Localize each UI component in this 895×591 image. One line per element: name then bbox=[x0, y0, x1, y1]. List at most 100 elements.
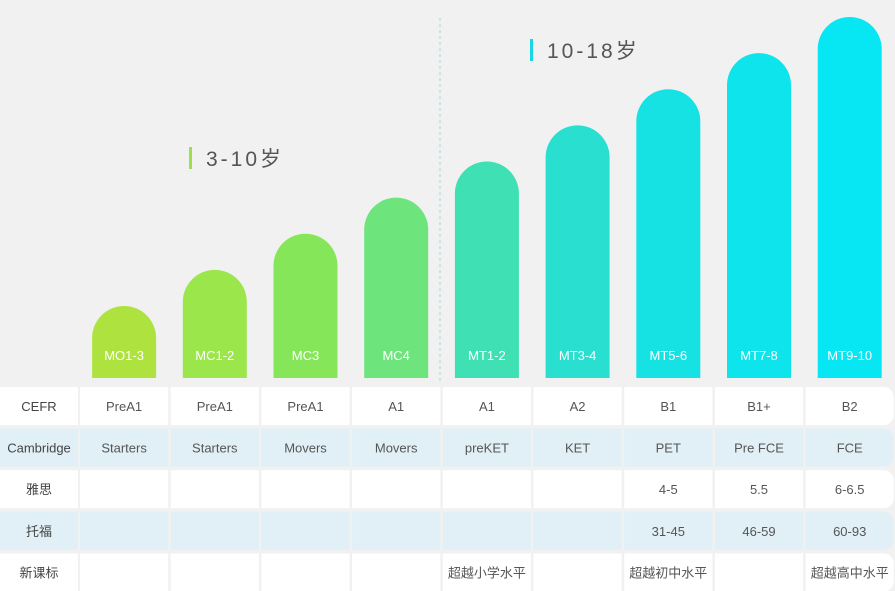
cell-value: A2 bbox=[570, 399, 586, 414]
cell-value: A1 bbox=[479, 399, 495, 414]
table-cell bbox=[80, 387, 169, 425]
cell-value: PreA1 bbox=[287, 399, 323, 414]
row-header: 雅思 bbox=[26, 482, 52, 497]
cell-value: 4-5 bbox=[659, 482, 678, 497]
row-header-cell bbox=[0, 553, 78, 591]
bar-mt3-4 bbox=[545, 125, 610, 378]
bar-label: MO1-3 bbox=[104, 348, 144, 363]
table-cell bbox=[624, 553, 713, 591]
table-row: CEFR PreA1 PreA1 PreA1 A1 A1 A2 B1 B1+ B2 bbox=[0, 387, 894, 425]
table-cell bbox=[805, 428, 894, 467]
age-group-3-10: 3-10岁 bbox=[189, 147, 284, 171]
table-cell bbox=[714, 553, 804, 591]
table-row: Cambridge Starters Starters Movers Movers pre… bbox=[0, 428, 894, 467]
row-header: 新课标 bbox=[19, 565, 58, 580]
table-cell bbox=[442, 428, 531, 467]
table-cell bbox=[624, 470, 713, 509]
table-cell bbox=[170, 470, 259, 509]
cell-value: B1 bbox=[660, 399, 676, 414]
bar-mt5-6 bbox=[636, 89, 701, 378]
age-group-10-18: 10-18岁 bbox=[530, 39, 640, 63]
table-cell bbox=[261, 387, 350, 425]
age-group-label: 3-10岁 bbox=[206, 148, 284, 171]
cell-value: 60-93 bbox=[833, 524, 866, 539]
table-cell bbox=[624, 387, 713, 425]
table-cell bbox=[533, 553, 622, 591]
table-cell bbox=[352, 470, 441, 509]
bar-mt9-10 bbox=[817, 17, 882, 378]
cell-value: 超越高中水平 bbox=[811, 565, 889, 580]
cell-value: B2 bbox=[842, 399, 858, 414]
bar-mc1-2 bbox=[182, 269, 247, 378]
bar-mc3 bbox=[273, 233, 338, 378]
cell-value: preKET bbox=[465, 441, 509, 456]
cell-value: 5.5 bbox=[750, 482, 768, 497]
bar-label: MC3 bbox=[292, 348, 319, 363]
table-cell bbox=[442, 387, 531, 425]
table-cell bbox=[261, 553, 350, 591]
table-cell bbox=[805, 511, 894, 550]
table-cell bbox=[805, 470, 894, 509]
table-cell bbox=[352, 428, 441, 467]
table-cell bbox=[533, 428, 622, 467]
exam-table: CEFR PreA1 PreA1 PreA1 A1 A1 A2 B1 B1+ B2 Cambridg… bbox=[0, 387, 894, 591]
cell-value: Movers bbox=[375, 441, 418, 456]
table-cell bbox=[80, 470, 169, 509]
bar-label: MT5-6 bbox=[650, 348, 688, 363]
age-group-label: 10-18岁 bbox=[547, 40, 640, 63]
table-cell bbox=[442, 511, 531, 550]
bar-label: MC4 bbox=[382, 348, 409, 363]
table-cell bbox=[714, 470, 804, 509]
table-cell bbox=[805, 387, 894, 425]
table-cell bbox=[624, 511, 713, 550]
table-cell bbox=[261, 511, 350, 550]
age-group-marker bbox=[530, 39, 533, 61]
table-cell bbox=[624, 428, 713, 467]
cell-value: PET bbox=[656, 441, 681, 456]
age-group-marker bbox=[189, 147, 192, 169]
bar-label: MC1-2 bbox=[195, 348, 234, 363]
table-cell bbox=[352, 511, 441, 550]
table-cell bbox=[533, 511, 622, 550]
table-cell bbox=[80, 428, 169, 467]
table-cell bbox=[442, 553, 531, 591]
table-row: 新课标 超越小学水平 超越初中水平 超越高中水平 bbox=[0, 553, 894, 591]
bar-label: MT9-10 bbox=[827, 348, 872, 363]
table-cell bbox=[533, 470, 622, 509]
table-cell bbox=[714, 511, 804, 550]
bar-mo1-3 bbox=[92, 306, 157, 378]
cell-value: 超越初中水平 bbox=[629, 565, 707, 580]
row-header: CEFR bbox=[21, 399, 56, 414]
table-cell bbox=[170, 387, 259, 425]
bars: MO1-3 MC1-2 MC3 MC4 MT1-2 MT3-4 MT5-6 MT7-8 MT9-… bbox=[92, 17, 882, 378]
cell-value: PreA1 bbox=[197, 399, 233, 414]
table-cell bbox=[714, 387, 804, 425]
bar-mt7-8 bbox=[727, 53, 791, 378]
row-header: Cambridge bbox=[7, 441, 71, 456]
table-row: 雅思 4-5 5.5 6-6.5 bbox=[0, 470, 894, 509]
bar-label: MT3-4 bbox=[559, 348, 597, 363]
table-cell bbox=[170, 553, 259, 591]
cell-value: FCE bbox=[837, 441, 863, 456]
cell-value: Starters bbox=[192, 441, 238, 456]
table-row: 托福 31-45 46-59 60-93 bbox=[0, 511, 894, 550]
table-cell bbox=[170, 511, 259, 550]
table-cell bbox=[805, 553, 894, 591]
bar-mt1-2 bbox=[454, 161, 519, 378]
table-cell bbox=[261, 428, 350, 467]
bar-label: MT7-8 bbox=[740, 348, 778, 363]
row-header-cell bbox=[0, 428, 78, 467]
cell-value: Pre FCE bbox=[734, 441, 784, 456]
cell-value: KET bbox=[565, 441, 590, 456]
row-header-cell bbox=[0, 470, 78, 509]
bar-mc4 bbox=[364, 197, 429, 378]
table-cell bbox=[352, 387, 441, 425]
cell-value: PreA1 bbox=[106, 399, 142, 414]
table-cell bbox=[170, 428, 259, 467]
cell-value: Starters bbox=[101, 441, 147, 456]
cell-value: 31-45 bbox=[652, 524, 685, 539]
cell-value: 超越小学水平 bbox=[448, 565, 526, 580]
table-cell bbox=[714, 428, 804, 467]
cell-value: 6-6.5 bbox=[835, 482, 865, 497]
